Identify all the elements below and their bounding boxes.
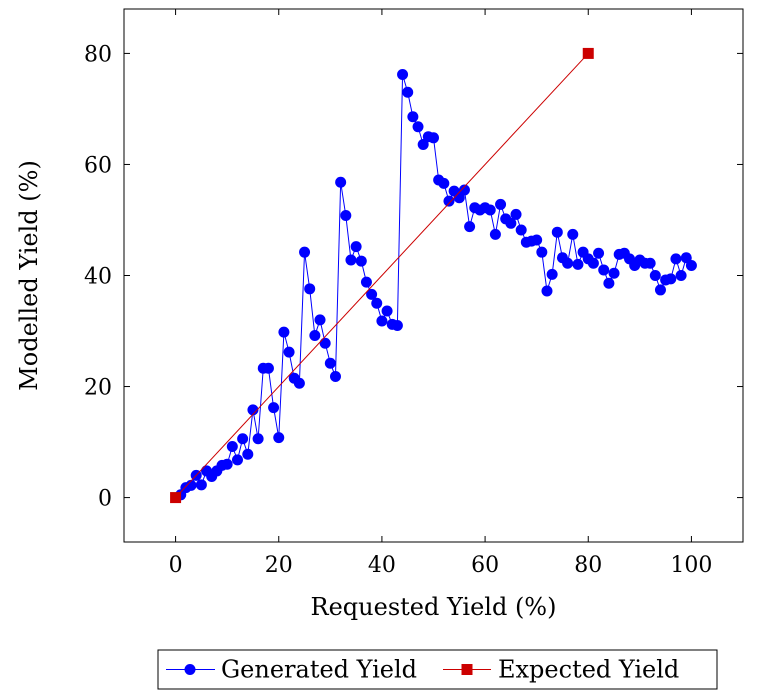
- data-point-generated-yield: [603, 277, 615, 289]
- data-point-generated-yield: [505, 217, 517, 229]
- data-point-generated-yield: [515, 224, 527, 236]
- data-point-generated-yield: [407, 111, 419, 123]
- data-point-generated-yield: [649, 270, 661, 281]
- plot-area: 0 20 40 60 80 100 0 20 40 60 80: [84, 8, 744, 578]
- x-tick-label: 100: [670, 553, 712, 578]
- data-point-generated-yield: [510, 208, 522, 220]
- data-point-generated-yield: [443, 195, 455, 207]
- data-point-generated-yield: [381, 305, 393, 317]
- data-point-generated-yield: [412, 121, 424, 133]
- data-point-expected-yield: [582, 47, 594, 59]
- data-point-generated-yield: [665, 273, 677, 285]
- legend-label-expected-yield: Expected Yield: [498, 656, 679, 684]
- x-tick-label: 80: [574, 553, 602, 578]
- data-point-generated-yield: [340, 210, 352, 222]
- x-tick-label: 40: [368, 553, 396, 578]
- data-point-generated-yield: [495, 198, 507, 210]
- data-point-generated-yield: [226, 441, 238, 453]
- data-point-generated-yield: [299, 246, 311, 258]
- data-point-generated-yield: [304, 283, 316, 295]
- legend-marker-expected-yield: [461, 664, 473, 675]
- data-point-generated-yield: [608, 267, 620, 279]
- data-point-generated-yield: [680, 252, 692, 264]
- data-point-generated-yield: [598, 264, 610, 276]
- data-point-generated-yield: [567, 228, 579, 240]
- data-point-generated-yield: [531, 234, 543, 246]
- y-tick-label: 0: [98, 487, 112, 512]
- data-point-generated-yield: [541, 285, 553, 297]
- data-point-generated-yield: [562, 257, 574, 269]
- data-point-generated-yield: [593, 247, 605, 259]
- data-point-generated-yield: [536, 246, 548, 258]
- data-point-generated-yield: [231, 454, 243, 466]
- y-tick-label: 20: [84, 376, 112, 401]
- data-point-expected-yield: [170, 492, 182, 504]
- data-point-generated-yield: [195, 479, 207, 491]
- data-point-generated-yield: [185, 479, 197, 491]
- data-point-generated-yield: [484, 204, 496, 216]
- data-point-generated-yield: [366, 288, 378, 300]
- data-point-generated-yield: [670, 253, 682, 265]
- legend-box: [157, 649, 718, 690]
- data-point-generated-yield: [551, 226, 563, 238]
- data-point-generated-yield: [685, 260, 697, 272]
- data-point-generated-yield: [402, 86, 414, 98]
- data-point-generated-yield: [335, 176, 347, 188]
- data-point-generated-yield: [587, 257, 599, 269]
- data-point-generated-yield: [371, 297, 383, 309]
- data-point-generated-yield: [293, 377, 305, 389]
- data-point-generated-yield: [391, 319, 403, 331]
- series-line-expected-yield: [175, 53, 589, 498]
- y-axis-label: Modelled Yield (%): [15, 160, 43, 391]
- legend-marker-generated-yield: [184, 664, 196, 675]
- data-point-generated-yield: [221, 458, 233, 470]
- data-point-generated-yield: [654, 284, 666, 296]
- data-point-generated-yield: [417, 138, 429, 150]
- data-point-generated-yield: [252, 433, 264, 445]
- legend-label-generated-yield: Generated Yield: [221, 656, 417, 684]
- data-point-generated-yield: [675, 270, 687, 281]
- data-point-generated-yield: [319, 337, 331, 349]
- data-point-generated-yield: [273, 432, 285, 444]
- data-point-generated-yield: [397, 69, 409, 81]
- legend-item-generated-yield: Generated Yield: [166, 656, 417, 684]
- data-point-generated-yield: [438, 177, 450, 189]
- data-point-generated-yield: [268, 402, 280, 414]
- data-point-generated-yield: [247, 404, 259, 416]
- data-point-generated-yield: [458, 184, 470, 196]
- y-tick-label: 60: [84, 153, 112, 178]
- data-point-generated-yield: [355, 255, 367, 267]
- data-point-generated-yield: [329, 371, 341, 383]
- data-point-generated-yield: [546, 268, 558, 280]
- data-point-generated-yield: [278, 326, 290, 338]
- x-tick-label: 20: [265, 553, 293, 578]
- data-point-generated-yield: [237, 433, 249, 445]
- data-point-generated-yield: [489, 228, 501, 240]
- data-point-generated-yield: [572, 258, 584, 270]
- data-point-generated-yield: [428, 132, 439, 144]
- data-point-generated-yield: [262, 362, 274, 374]
- data-point-generated-yield: [283, 346, 295, 358]
- data-point-generated-yield: [360, 276, 372, 288]
- y-tick-label: 80: [84, 42, 112, 67]
- legend: Generated Yield Expected Yield: [157, 649, 718, 690]
- data-point-generated-yield: [350, 241, 362, 253]
- data-point-generated-yield: [345, 254, 357, 266]
- data-point-generated-yield: [242, 448, 254, 460]
- data-point-generated-yield: [464, 221, 476, 233]
- data-point-generated-yield: [324, 357, 336, 369]
- data-point-generated-yield: [376, 315, 388, 327]
- y-tick-label: 40: [84, 265, 112, 290]
- x-tick-label: 60: [471, 553, 499, 578]
- data-point-generated-yield: [314, 314, 326, 326]
- legend-item-expected-yield: Expected Yield: [443, 656, 679, 684]
- data-point-generated-yield: [309, 329, 321, 341]
- x-axis-label: Requested Yield (%): [311, 593, 557, 621]
- data-point-generated-yield: [644, 257, 656, 269]
- x-tick-label: 0: [169, 553, 183, 578]
